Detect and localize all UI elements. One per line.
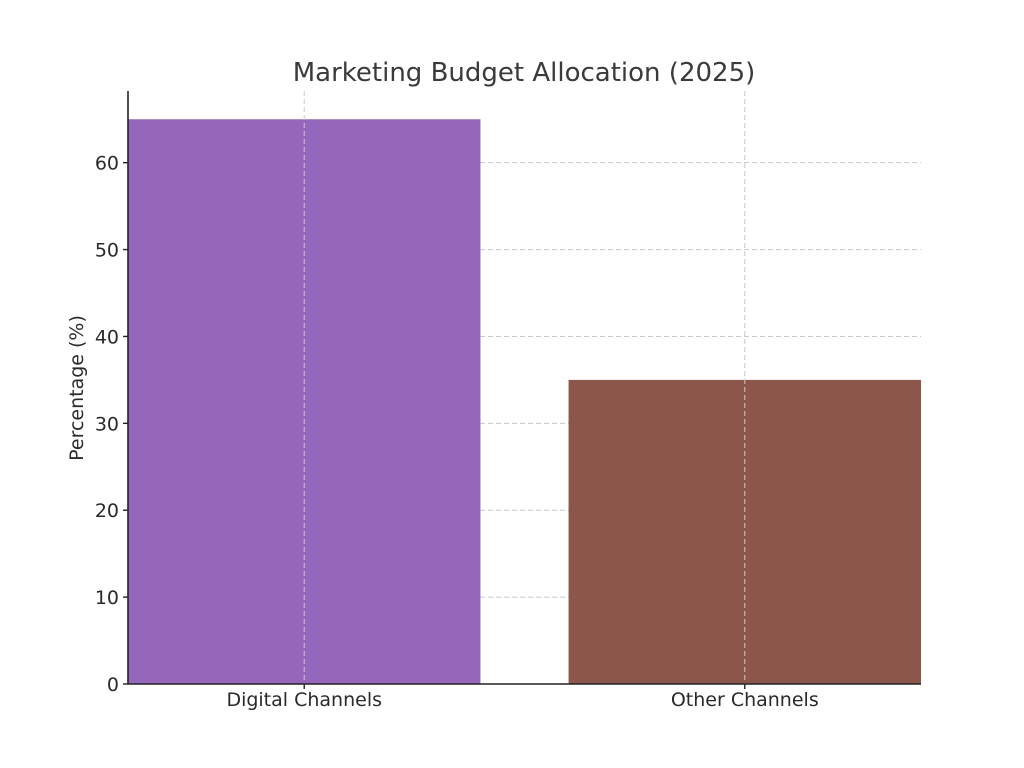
y-tick-label: 40 <box>95 326 119 348</box>
x-axis-ticks: Digital Channels Other Channels <box>226 684 819 711</box>
y-axis-label: Percentage (%) <box>66 315 88 461</box>
y-tick-label: 60 <box>95 153 119 175</box>
bars <box>128 119 921 684</box>
vertical-grid <box>303 91 746 684</box>
axes <box>127 91 921 685</box>
y-tick-label: 0 <box>107 674 119 696</box>
y-tick-label: 30 <box>95 413 119 435</box>
x-tick-label: Other Channels <box>671 689 819 711</box>
y-tick-label: 10 <box>95 587 119 609</box>
y-tick-label: 50 <box>95 240 119 262</box>
y-axis-ticks: 0 10 20 30 40 50 60 <box>95 153 128 696</box>
y-tick-label: 20 <box>95 500 119 522</box>
chart-title: Marketing Budget Allocation (2025) <box>293 58 756 88</box>
x-tick-label: Digital Channels <box>226 689 382 711</box>
